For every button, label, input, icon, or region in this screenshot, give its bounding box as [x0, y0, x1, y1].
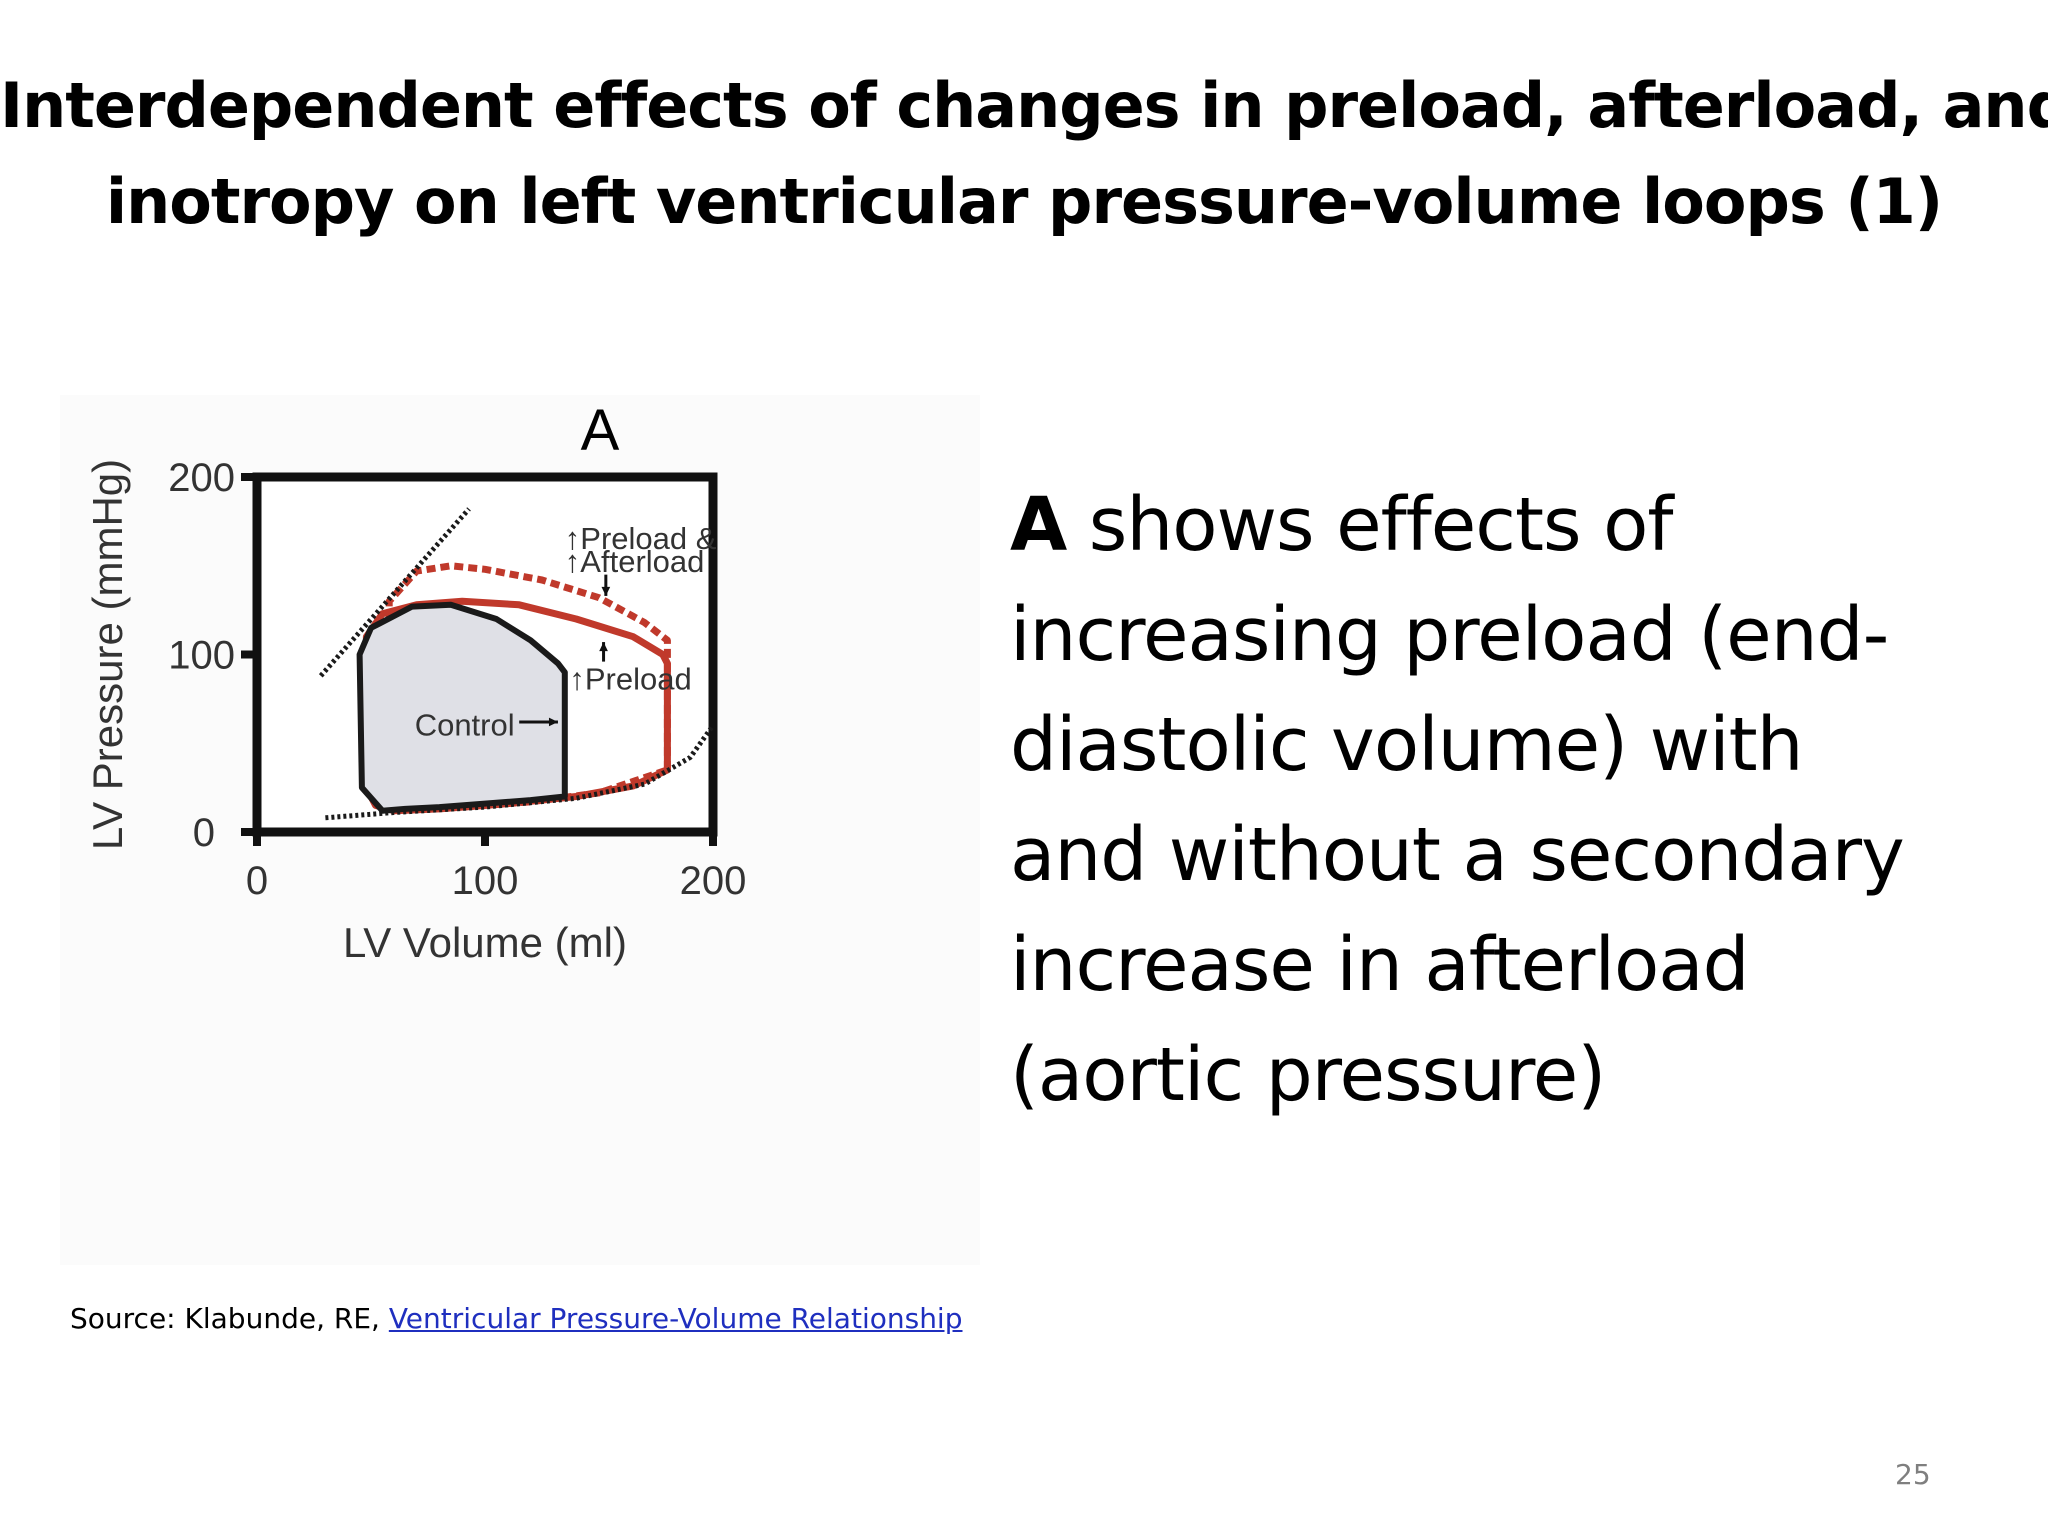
body-line-1: A shows effects of [1010, 470, 2010, 580]
plot-area [241, 472, 718, 846]
arrow-preload [599, 642, 608, 662]
arrow-preload-head [599, 642, 608, 652]
source-prefix: Source: Klabunde, RE, [70, 1302, 389, 1335]
arrow-control [519, 717, 558, 727]
body-line-1-text: shows effects of [1066, 482, 1674, 568]
annotation-preload: ↑Preload [569, 661, 691, 696]
slide-number: 25 [1895, 1458, 1931, 1491]
body-line-6: (aortic pressure) [1010, 1032, 1606, 1118]
axes: 0 100 200 200 100 0 LV Volume (ml) LV Pr… [84, 456, 746, 966]
panel-label: A [581, 398, 620, 463]
series-end-systolic-pressure-volume-relation [318, 507, 471, 678]
arrow-preload-afterload [601, 574, 611, 596]
x-tick-100: 100 [452, 859, 519, 903]
title-line-1: Interdependent effects of changes in pre… [0, 69, 2048, 142]
body-line-4: and without a secondary [1010, 812, 1905, 898]
arrow-preload-afterload-head [601, 586, 611, 596]
series-end-diastolic-pressure-volume-relation [325, 724, 716, 821]
source-citation: Source: Klabunde, RE, Ventricular Pressu… [70, 1302, 963, 1335]
y-tick-100: 100 [168, 634, 235, 678]
body-line-2: increasing preload (end- [1010, 592, 1889, 678]
body-text: A shows effects of increasing preload (e… [1010, 470, 2010, 1130]
arrow-control-head [548, 717, 558, 727]
annotation-preload-afterload-line1: ↑Preload & [565, 521, 717, 556]
x-tick-0: 0 [246, 859, 268, 903]
pv-loop-figure: A 0 100 200 200 100 0 LV Volume (ml) LV … [60, 395, 980, 1265]
pv-loop-chart: A 0 100 200 200 100 0 LV Volume (ml) LV … [60, 395, 980, 1265]
control-loop [356, 601, 568, 814]
body-line-3: diastolic volume) with [1010, 702, 1804, 788]
y-tick-0: 0 [193, 811, 215, 855]
body-line-5: increase in afterload [1010, 922, 1750, 1008]
annotation-preload-afterload-line2: ↑Afterload [565, 544, 705, 579]
y-tick-200: 200 [168, 456, 235, 500]
x-tick-200: 200 [680, 859, 747, 903]
annotations: ↑Preload & ↑Afterload ↑Preload Control [415, 521, 717, 742]
source-link[interactable]: Ventricular Pressure-Volume Relationship [388, 1302, 963, 1335]
y-axis-label: LV Pressure (mmHg) [84, 459, 131, 850]
title-line-2: inotropy on left ventricular pressure-vo… [105, 165, 1943, 238]
body-bold-lead: A [1010, 482, 1067, 568]
x-axis-label: LV Volume (ml) [343, 919, 627, 966]
slide-title: Interdependent effects of changes in pre… [0, 58, 2048, 250]
annotation-control: Control [415, 708, 515, 743]
